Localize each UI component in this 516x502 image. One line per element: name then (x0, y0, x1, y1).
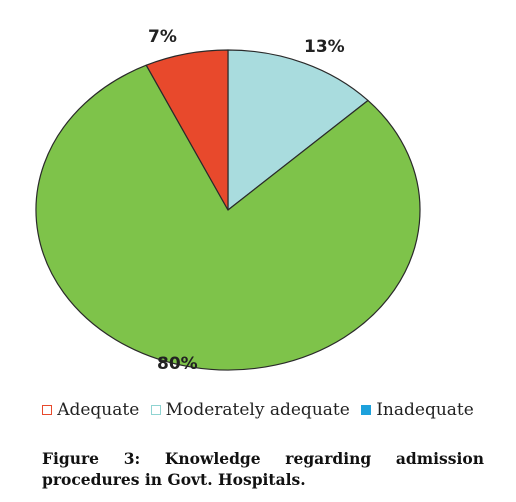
legend-item-adequate: Adequate (42, 400, 139, 420)
slice-moderately-adequate (35, 64, 421, 371)
slice-label-moderately-adequate: 80% (157, 354, 198, 374)
legend-label-inadequate: Inadequate (376, 400, 474, 420)
legend-item-moderately-adequate: Moderately adequate (150, 400, 350, 420)
slice-label-adequate: 7% (148, 27, 177, 47)
pie-chart-svg: 7% 13% 80% (35, 27, 421, 374)
figure-caption: Figure 3: Knowledge regarding admission … (42, 449, 484, 489)
slice-inadequate (227, 49, 369, 211)
legend-label-moderately-adequate: Moderately adequate (165, 400, 350, 420)
legend-item-inadequate: Inadequate (361, 400, 474, 420)
chart-legend: Adequate Moderately adequate Inadequate (0, 400, 516, 420)
legend-swatch-moderately-adequate (150, 405, 161, 415)
pie-chart: 7% 13% 80% (35, 27, 421, 374)
legend-label-adequate: Adequate (57, 400, 140, 420)
slice-label-inadequate: 13% (304, 37, 345, 57)
legend-swatch-adequate (42, 405, 53, 415)
slice-adequate (145, 49, 229, 211)
legend-swatch-inadequate (361, 405, 372, 415)
